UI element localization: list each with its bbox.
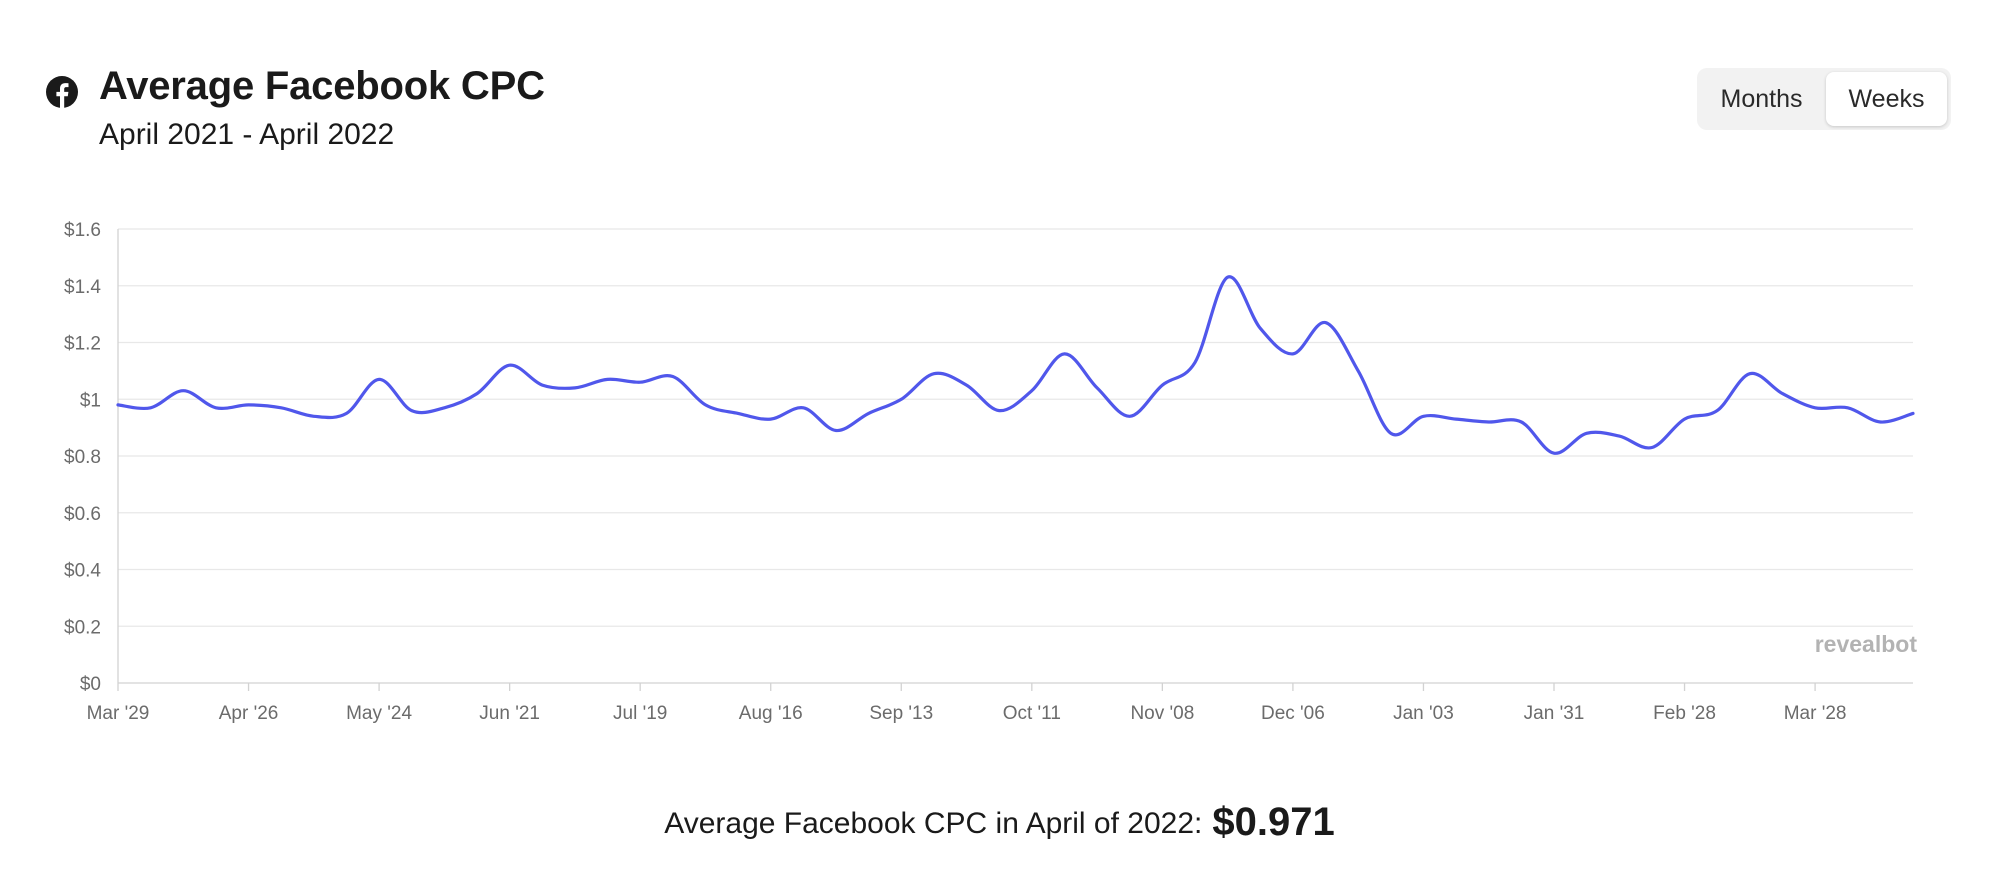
y-tick-label: $0 bbox=[80, 674, 101, 695]
months-toggle-button[interactable]: Months bbox=[1720, 84, 1803, 113]
y-tick-label: $1.4 bbox=[64, 277, 101, 298]
x-tick-label: Sep '13 bbox=[869, 703, 933, 724]
period-toggle: Months Weeks bbox=[1697, 68, 1951, 130]
summary-footer: Average Facebook CPC in April of 2022: $0… bbox=[0, 800, 1999, 845]
y-tick-label: $1 bbox=[80, 390, 101, 411]
x-tick-label: Dec '06 bbox=[1261, 703, 1325, 724]
facebook-icon bbox=[46, 76, 78, 108]
y-tick-label: $1.6 bbox=[64, 220, 101, 241]
x-tick-label: Nov '08 bbox=[1130, 703, 1194, 724]
x-tick-label: Feb '28 bbox=[1653, 703, 1716, 724]
y-tick-label: $0.6 bbox=[64, 504, 101, 525]
y-tick-label: $0.8 bbox=[64, 447, 101, 468]
y-axis: $0 $0.2 $0.4 $0.6 $0.8 $1 $1.2 $1.4 $1.6 bbox=[64, 220, 101, 695]
x-tick-label: Jan '03 bbox=[1393, 703, 1454, 724]
revealbot-watermark: revealbot bbox=[1815, 631, 1918, 657]
summary-label: Average Facebook CPC in April of 2022: bbox=[664, 807, 1203, 840]
x-tick-label: Jun '21 bbox=[479, 703, 540, 724]
x-tick-label: Jan '31 bbox=[1524, 703, 1585, 724]
summary-value: $0.971 bbox=[1212, 800, 1335, 844]
x-tick-label: Jul '19 bbox=[613, 703, 667, 724]
x-tick-label: Apr '26 bbox=[219, 703, 279, 724]
cpc-series-line bbox=[116, 275, 1915, 455]
date-range-subtitle: April 2021 - April 2022 bbox=[99, 118, 395, 151]
x-tick-label: Oct '11 bbox=[1003, 703, 1061, 724]
x-tick-label: Aug '16 bbox=[739, 703, 803, 724]
x-tick-label: Mar '28 bbox=[1784, 703, 1847, 724]
y-tick-label: $0.2 bbox=[64, 617, 101, 638]
x-tick-label: May '24 bbox=[346, 703, 412, 724]
chart-grid bbox=[117, 228, 1913, 684]
page-title: Average Facebook CPC bbox=[99, 64, 545, 108]
y-tick-label: $0.4 bbox=[64, 561, 101, 582]
y-tick-label: $1.2 bbox=[64, 334, 101, 355]
x-axis: Mar '29 Apr '26 May '24 Jun '21 Jul '19 Aug '… bbox=[87, 683, 1847, 724]
weeks-toggle-button[interactable]: Weeks bbox=[1826, 72, 1947, 126]
x-tick-label: Mar '29 bbox=[87, 703, 150, 724]
cpc-line-chart: $0 $0.2 $0.4 $0.6 $0.8 $1 $1.2 $1.4 $1.6 Mar '29… bbox=[64, 220, 1918, 724]
